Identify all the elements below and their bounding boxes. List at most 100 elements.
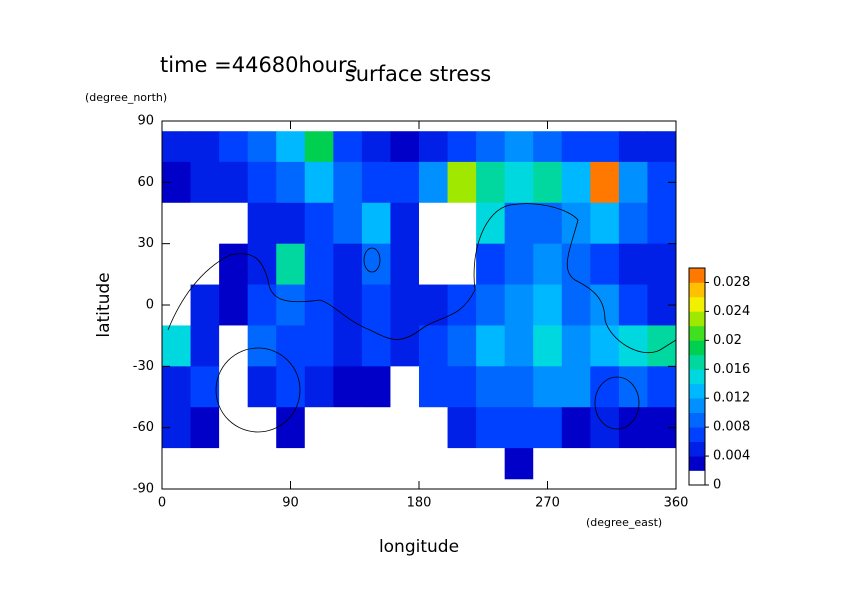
field-cell <box>419 366 449 408</box>
annotation: time =44680hours <box>160 53 358 77</box>
field-cell <box>590 407 620 449</box>
field-cell <box>276 161 306 204</box>
field-cell <box>419 448 449 480</box>
coastlines <box>167 203 677 433</box>
field-cell <box>618 325 648 367</box>
field-cell <box>304 131 334 163</box>
field-cell <box>390 161 420 204</box>
field-cell <box>419 202 449 245</box>
field-cell <box>219 325 249 367</box>
field-cell <box>333 407 363 449</box>
x-tick-label: 360 <box>664 496 689 511</box>
field-cell <box>219 202 249 245</box>
field-cell <box>447 161 477 204</box>
field-cell <box>219 448 249 480</box>
colorbar-tick-label: 0.024 <box>713 304 750 319</box>
field-cell <box>447 325 477 367</box>
field-cell <box>361 407 391 449</box>
x-axis-label: longitude <box>379 537 459 557</box>
field-cell <box>333 131 363 163</box>
field-cell <box>504 407 534 449</box>
field-cell <box>190 202 220 245</box>
field-cell <box>618 131 648 163</box>
field-cell <box>618 161 648 204</box>
field-cell <box>504 284 534 326</box>
field-cell <box>561 407 591 449</box>
field-cell <box>190 448 220 480</box>
field-cell <box>561 202 591 245</box>
colorbar-tick-label: 0.028 <box>713 275 750 290</box>
field-cell <box>504 243 534 286</box>
field-cell <box>333 161 363 204</box>
field-cell <box>618 448 648 480</box>
field-cell <box>419 325 449 367</box>
field-cell <box>190 325 220 367</box>
field-cell <box>333 325 363 367</box>
field-cell <box>390 366 420 408</box>
field-cell <box>447 366 477 408</box>
chart-title: surface stress <box>345 62 491 86</box>
field-cell <box>533 448 563 480</box>
field-cell <box>333 243 363 286</box>
field-cell <box>476 161 506 204</box>
field-cell <box>162 243 192 286</box>
field-cell <box>247 161 277 204</box>
field-cell <box>190 366 220 408</box>
field-cell <box>618 284 648 326</box>
field-cell <box>647 243 677 286</box>
field-cell <box>304 161 334 204</box>
colorbar-tick-label: 0.02 <box>713 333 742 348</box>
field-cell <box>590 202 620 245</box>
field-cell <box>647 202 677 245</box>
field-cell <box>590 325 620 367</box>
field-cell <box>361 366 391 408</box>
field-cell <box>561 284 591 326</box>
field-cell <box>476 243 506 286</box>
field-cell <box>419 243 449 286</box>
field-cell <box>219 284 249 326</box>
y-tick-label: -90 <box>133 482 154 497</box>
field-cell <box>162 202 192 245</box>
y-tick-label: -60 <box>133 420 154 435</box>
field-cell <box>590 448 620 480</box>
colorbar-bin <box>689 398 705 413</box>
axes: 0 90 180 270 360 90 60 30 0 -30 -60 -90 <box>133 114 689 511</box>
field-cell <box>447 243 477 286</box>
field-cell <box>504 366 534 408</box>
colorbar-bin <box>689 470 705 486</box>
colorbar-bin <box>689 369 705 385</box>
field-cell <box>533 202 563 245</box>
field-cell <box>304 325 334 367</box>
field-cell <box>647 448 677 480</box>
field-cell <box>533 366 563 408</box>
x-tick-label: 180 <box>407 496 432 511</box>
field-cell <box>618 366 648 408</box>
field-cell <box>618 202 648 245</box>
y-tick-label: 90 <box>137 114 154 129</box>
field-cell <box>276 366 306 408</box>
field-cell <box>533 131 563 163</box>
field-cell <box>390 284 420 326</box>
colorbar-bin <box>689 383 705 399</box>
field-cell <box>419 407 449 449</box>
field-cell <box>447 202 477 245</box>
field-cell <box>304 202 334 245</box>
field-cell <box>361 202 391 245</box>
colorbar: 0 0.004 0.008 0.012 0.016 0.02 0.024 0.028 <box>688 267 750 493</box>
field-cell <box>190 284 220 326</box>
colorbar-bin <box>689 268 705 283</box>
field-cell <box>247 407 277 449</box>
colorbar-tick-label: 0.016 <box>713 362 750 377</box>
field-cell <box>219 366 249 408</box>
field-cell <box>419 161 449 204</box>
field-cell <box>647 325 677 367</box>
y-tick-label: 30 <box>137 236 154 251</box>
field-cell <box>390 325 420 367</box>
colorbar-tick-label: 0.004 <box>713 449 750 464</box>
field-cell <box>162 325 192 367</box>
field-cell <box>247 325 277 367</box>
colorbar-bin <box>689 354 705 370</box>
colorbar-bin <box>689 282 705 298</box>
field-cell <box>190 161 220 204</box>
colorbar-bin <box>689 296 705 312</box>
